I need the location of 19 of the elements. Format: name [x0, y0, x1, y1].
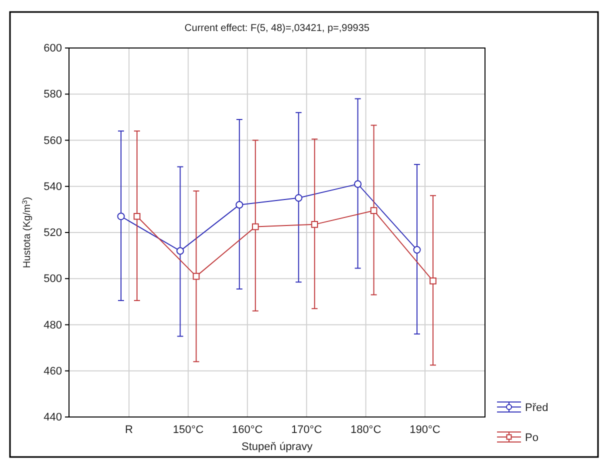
legend-label: Po: [525, 432, 538, 444]
y-tick-label: 440: [44, 412, 62, 424]
legend-label: Před: [525, 402, 548, 414]
x-tick-label: 180°C: [350, 424, 382, 436]
x-tick-label: R: [125, 424, 134, 436]
y-tick-label: 540: [44, 180, 62, 193]
y-tick-label: 580: [44, 88, 62, 101]
y-tick-label: 500: [44, 273, 62, 286]
x-tick-label: 170°C: [291, 424, 322, 436]
y-tick-label: 600: [44, 42, 62, 55]
x-axis-title: Stupeň úpravy: [242, 441, 313, 453]
y-tick-label: 560: [44, 134, 62, 147]
y-tick-label: 460: [44, 365, 62, 378]
x-tick-label: 150°C: [172, 424, 204, 436]
x-tick-label: 190°C: [410, 424, 440, 436]
y-tick-label: 480: [44, 319, 62, 332]
y-tick-label: 520: [44, 227, 62, 240]
x-tick-label: 160°C: [232, 424, 263, 436]
chart-title: Current effect: F(5, 48)=,03421, p=,99935: [184, 23, 370, 34]
